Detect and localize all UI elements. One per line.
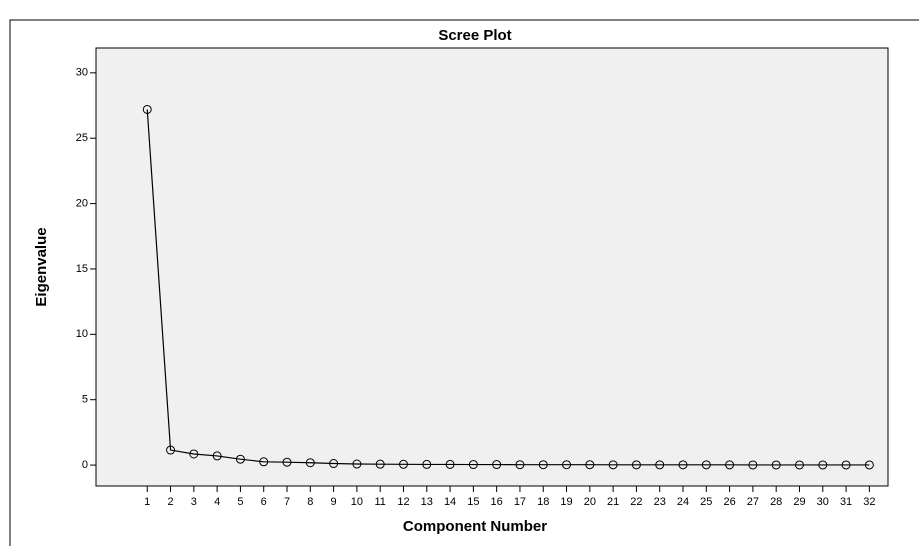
- point: [608, 460, 618, 470]
- x-tick-label: 28: [770, 496, 782, 508]
- x-tick-label: 20: [584, 496, 596, 508]
- x-tick-label: 27: [747, 496, 759, 508]
- point: [655, 460, 665, 470]
- point: [678, 460, 688, 470]
- x-tick-label: 12: [397, 496, 409, 508]
- point: [492, 460, 502, 470]
- point: [841, 460, 851, 470]
- point: [748, 460, 758, 470]
- x-tick-label: 19: [560, 496, 572, 508]
- point: [585, 460, 595, 470]
- point: [329, 459, 339, 469]
- y-tick-label: 10: [76, 328, 88, 340]
- x-tick-label: 15: [467, 496, 479, 508]
- x-tick-label: 26: [723, 496, 735, 508]
- point: [445, 459, 455, 469]
- point: [142, 104, 152, 114]
- point: [864, 460, 874, 470]
- plot-area: [95, 47, 889, 487]
- x-tick-label: 32: [863, 496, 875, 508]
- point: [538, 460, 548, 470]
- y-tick-label: 30: [76, 67, 88, 79]
- point: [259, 457, 269, 467]
- point: [794, 460, 804, 470]
- x-tick-label: 8: [307, 496, 313, 508]
- x-tick-label: 6: [261, 496, 267, 508]
- y-tick-label: 25: [76, 132, 88, 144]
- chart-title: Scree Plot: [438, 27, 511, 44]
- point: [352, 459, 362, 469]
- x-tick-label: 23: [654, 496, 666, 508]
- x-tick-label: 9: [331, 496, 337, 508]
- y-tick-label: 20: [76, 197, 88, 209]
- point: [771, 460, 781, 470]
- point: [305, 458, 315, 468]
- y-tick-label: 15: [76, 263, 88, 275]
- point: [701, 460, 711, 470]
- point: [375, 459, 385, 469]
- point: [282, 457, 292, 467]
- x-tick-label: 31: [840, 496, 852, 508]
- x-tick-label: 5: [237, 496, 243, 508]
- x-tick-label: 17: [514, 496, 526, 508]
- x-tick-label: 14: [444, 496, 456, 508]
- x-tick-label: 1: [144, 496, 150, 508]
- point: [235, 454, 245, 464]
- point: [166, 445, 176, 455]
- point: [212, 451, 222, 461]
- x-tick-label: 22: [630, 496, 642, 508]
- x-tick-label: 21: [607, 496, 619, 508]
- point: [631, 460, 641, 470]
- x-tick-label: 29: [793, 496, 805, 508]
- x-tick-label: 24: [677, 496, 689, 508]
- point: [562, 460, 572, 470]
- x-tick-label: 30: [817, 496, 829, 508]
- x-tick-label: 25: [700, 496, 712, 508]
- y-tick-label: 0: [82, 459, 88, 471]
- x-tick-label: 16: [491, 496, 503, 508]
- x-axis-label: Component Number: [403, 518, 547, 535]
- point: [468, 460, 478, 470]
- x-tick-label: 18: [537, 496, 549, 508]
- x-tick-label: 7: [284, 496, 290, 508]
- x-tick-label: 10: [351, 496, 363, 508]
- point: [725, 460, 735, 470]
- x-tick-label: 13: [421, 496, 433, 508]
- point: [189, 449, 199, 459]
- point: [515, 460, 525, 470]
- y-axis-label: Eigenvalue: [33, 227, 50, 306]
- x-tick-label: 3: [191, 496, 197, 508]
- x-tick-label: 4: [214, 496, 220, 508]
- y-tick-label: 5: [82, 394, 88, 406]
- x-tick-label: 2: [167, 496, 173, 508]
- point: [398, 459, 408, 469]
- point: [818, 460, 828, 470]
- point: [422, 459, 432, 469]
- x-tick-label: 11: [374, 496, 385, 508]
